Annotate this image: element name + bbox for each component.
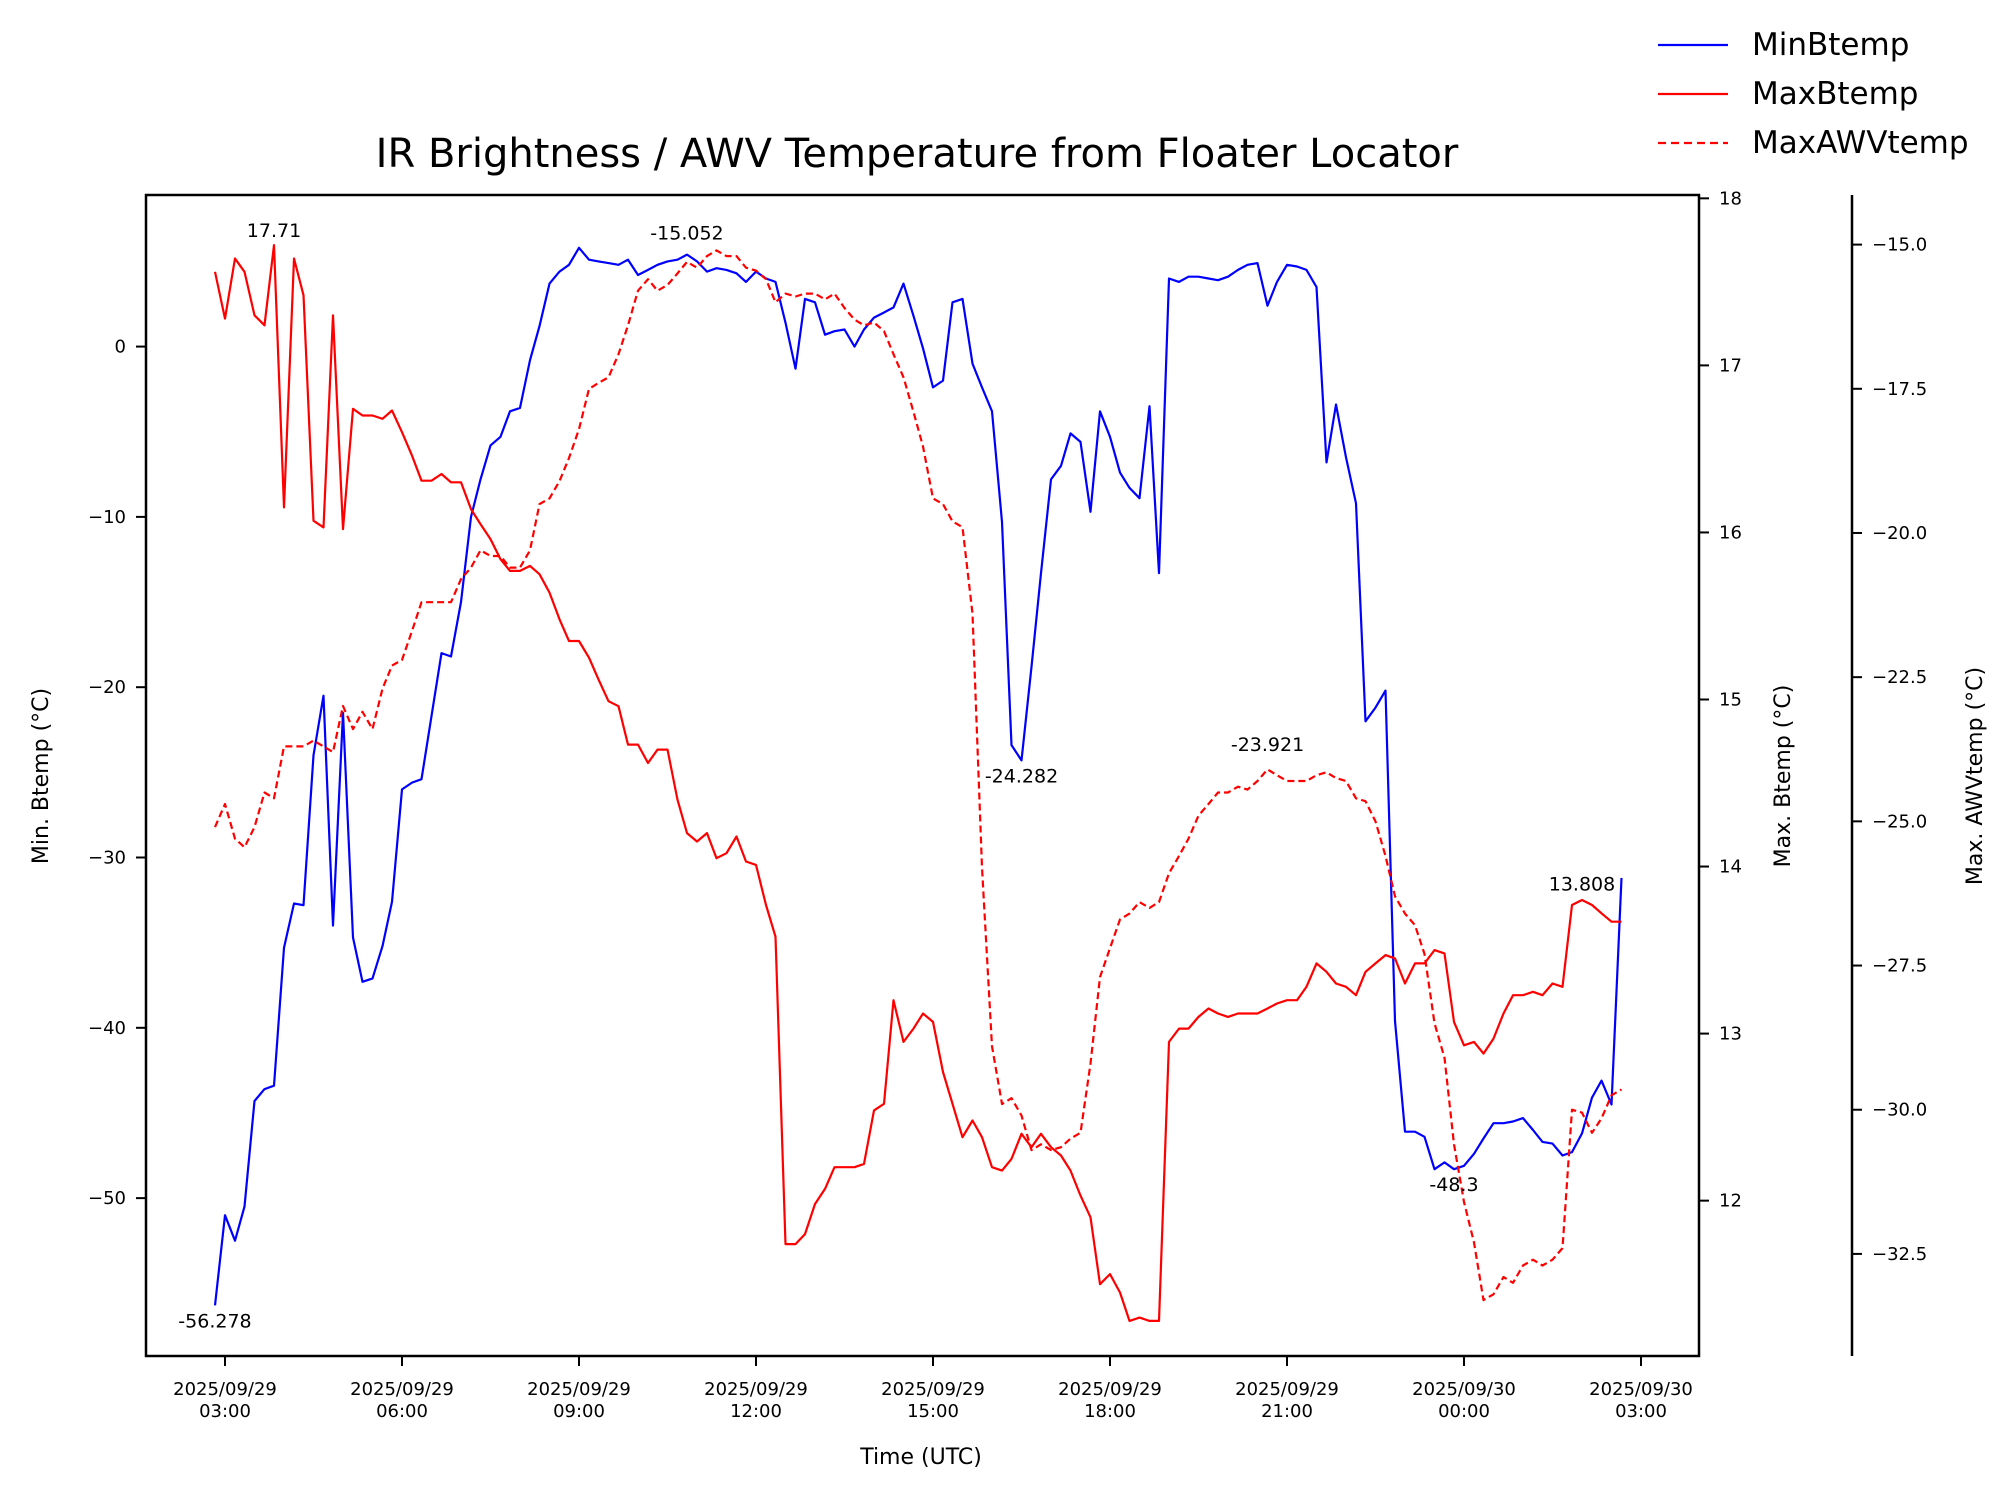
y-tick-label-left: −20 <box>88 677 126 698</box>
y-tick-label-left: −50 <box>88 1188 126 1209</box>
series-line-minbtemp <box>213 246 1623 1306</box>
chart-title: IR Brightness / AWV Temperature from Flo… <box>376 131 1459 177</box>
x-tick-label-date: 2025/09/29 <box>881 1379 985 1400</box>
y-tick-label-right2: −30.0 <box>1872 1100 1927 1121</box>
x-tick-label-time: 03:00 <box>1615 1401 1667 1422</box>
x-tick-label-date: 2025/09/29 <box>1235 1379 1339 1400</box>
y-tick-label-right2: −20.0 <box>1872 523 1927 544</box>
data-annotation: -56.278 <box>178 1310 251 1332</box>
x-tick-label-date: 2025/09/29 <box>527 1379 631 1400</box>
data-annotation: -15.052 <box>650 223 723 245</box>
plot-area <box>144 193 1701 1358</box>
y-tick-label-right1: 16 <box>1719 522 1742 543</box>
data-annotation: -23.921 <box>1231 734 1304 756</box>
x-axis-label: Time (UTC) <box>859 1445 982 1470</box>
legend-label-maxawvtemp: MaxAWVtemp <box>1752 125 1969 161</box>
y-axis-label-right1: Max. Btemp (°C) <box>1771 685 1796 868</box>
data-annotation: 17.71 <box>247 220 301 242</box>
series-line-maxbtemp <box>213 244 1622 1322</box>
y-tick-label-left: 0 <box>115 337 126 358</box>
y-tick-label-right2: −22.5 <box>1872 667 1927 688</box>
y-axis-label-right2: Max. AWVtemp (°C) <box>1963 667 1988 885</box>
x-tick-label-date: 2025/09/29 <box>173 1379 277 1400</box>
y-tick-label-right2: −17.5 <box>1872 379 1927 400</box>
y-tick-label-right1: 18 <box>1719 188 1742 209</box>
y-tick-label-right1: 17 <box>1719 355 1742 376</box>
x-tick-label-time: 09:00 <box>553 1401 605 1422</box>
x-tick-label-time: 06:00 <box>376 1401 428 1422</box>
data-annotation: -24.282 <box>985 765 1058 787</box>
data-annotation: -48.3 <box>1429 1174 1478 1196</box>
annotation-layer: -56.278 17.71 -15.052 -24.282 -23.921 -48.3 13… <box>178 220 1615 1332</box>
y-tick-label-right1: 13 <box>1719 1024 1742 1045</box>
x-tick-label-time: 00:00 <box>1438 1401 1490 1422</box>
x-tick-label-time: 18:00 <box>1084 1401 1136 1422</box>
data-annotation: 13.808 <box>1549 874 1615 896</box>
y-tick-label-right2: −27.5 <box>1872 956 1927 977</box>
y-tick-label-left: −10 <box>88 507 126 528</box>
legend-label-minbtemp: MinBtemp <box>1752 27 1909 63</box>
x-tick-label-time: 15:00 <box>907 1401 959 1422</box>
legend-label-maxbtemp: MaxBtemp <box>1752 76 1918 112</box>
x-tick-label-date: 2025/09/29 <box>704 1379 808 1400</box>
y-tick-label-right1: 15 <box>1719 689 1742 710</box>
x-tick-label-time: 03:00 <box>199 1401 251 1422</box>
y-axis-label-left: Min. Btemp (°C) <box>29 688 54 864</box>
x-tick-label-date: 2025/09/30 <box>1589 1379 1693 1400</box>
y-tick-label-left: −30 <box>88 848 126 869</box>
series-layer <box>213 244 1623 1322</box>
y-tick-label-left: −40 <box>88 1018 126 1039</box>
x-tick-label-time: 12:00 <box>730 1401 782 1422</box>
x-tick-label-date: 2025/09/30 <box>1412 1379 1516 1400</box>
y-tick-label-right2: −15.0 <box>1872 235 1927 256</box>
y-tick-label-right2: −25.0 <box>1872 811 1927 832</box>
y-tick-label-right2: −32.5 <box>1872 1244 1927 1265</box>
axes-layer: 2025/09/2903:002025/09/2906:002025/09/29… <box>88 188 1927 1422</box>
x-tick-label-time: 21:00 <box>1261 1401 1313 1422</box>
x-tick-label-date: 2025/09/29 <box>350 1379 454 1400</box>
y-tick-label-right1: 12 <box>1719 1191 1742 1212</box>
y-tick-label-right1: 14 <box>1719 857 1742 878</box>
legend: MinBtemp MaxBtemp MaxAWVtemp <box>1658 27 1969 161</box>
series-line-maxawvtemp <box>213 249 1623 1302</box>
x-tick-label-date: 2025/09/29 <box>1058 1379 1162 1400</box>
